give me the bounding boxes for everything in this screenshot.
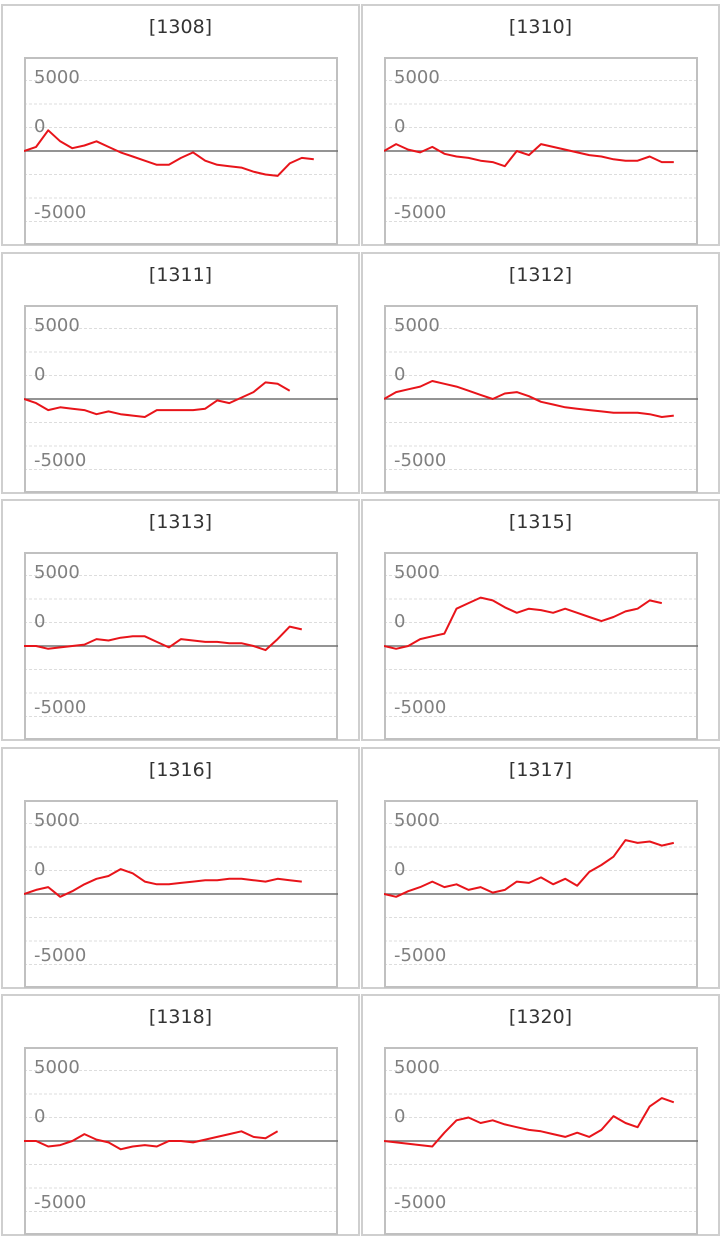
y-tick-label: 0 (394, 1106, 405, 1127)
y-tick-label: -5000 (394, 1192, 446, 1213)
chart-title: [1318] (148, 1006, 213, 1028)
y-tick-label: 0 (34, 859, 45, 880)
chart-title: [1313] (148, 511, 213, 533)
plot-area: 5000 0 -5000 (24, 800, 338, 988)
y-tick-label: -5000 (394, 450, 446, 471)
y-tick-label: 5000 (394, 1057, 440, 1078)
y-tick-label: 5000 (394, 315, 440, 336)
plot-area: 5000 0 -5000 (24, 552, 338, 740)
y-tick-label: 0 (394, 859, 405, 880)
y-tick-label: 0 (394, 611, 405, 632)
y-tick-label: 5000 (34, 67, 80, 88)
series-line (24, 625, 303, 652)
y-tick-label: 0 (34, 364, 45, 385)
line-chart: 5000 0 -5000 (24, 552, 338, 740)
chart-panel: [1316] 5000 0 -5000 (1, 747, 360, 989)
chart-title: [1320] (508, 1006, 573, 1028)
line-chart: 5000 0 -5000 (384, 552, 698, 740)
y-tick-label: 0 (34, 611, 45, 632)
y-tick-label: -5000 (34, 202, 86, 223)
series-line (24, 868, 302, 898)
y-tick-label: 0 (394, 116, 405, 137)
chart-panel: [1308] 5000 0 -5000 (1, 4, 360, 246)
y-tick-label: -5000 (394, 202, 446, 223)
chart-panel: [1317] 5000 0 -5000 (361, 747, 720, 989)
plot-area: 5000 0 -5000 (384, 305, 698, 493)
chart-title: [1312] (508, 264, 573, 286)
y-tick-label: 5000 (34, 810, 80, 831)
plot-area: 5000 0 -5000 (384, 57, 698, 245)
series-line (384, 143, 674, 168)
chart-panel: [1311] 5000 0 -5000 (1, 252, 360, 494)
chart-title: [1310] (508, 16, 573, 38)
line-chart: 5000 0 -5000 (24, 305, 338, 493)
y-tick-label: 0 (34, 116, 45, 137)
y-tick-label: 5000 (394, 810, 440, 831)
y-tick-label: -5000 (394, 945, 446, 966)
chart-title: [1311] (148, 264, 213, 286)
chart-panel: [1318] 5000 0 -5000 (1, 994, 360, 1236)
y-tick-label: -5000 (34, 1192, 86, 1213)
series-line (24, 1130, 279, 1151)
chart-panel: [1320] 5000 0 -5000 (361, 994, 720, 1236)
line-chart: 5000 0 -5000 (384, 57, 698, 245)
y-tick-label: 5000 (394, 562, 440, 583)
plot-area: 5000 0 -5000 (384, 800, 698, 988)
y-tick-label: 5000 (394, 67, 440, 88)
y-tick-label: -5000 (34, 450, 86, 471)
series-line (384, 839, 675, 898)
series-line (384, 380, 674, 418)
line-chart: 5000 0 -5000 (24, 800, 338, 988)
y-tick-label: 5000 (34, 1057, 80, 1078)
chart-panel: [1313] 5000 0 -5000 (1, 499, 360, 741)
y-tick-label: 5000 (34, 315, 80, 336)
chart-panel: [1315] 5000 0 -5000 (361, 499, 720, 741)
line-chart: 5000 0 -5000 (24, 57, 338, 245)
plot-area: 5000 0 -5000 (24, 1047, 338, 1235)
series-line (384, 1097, 675, 1148)
plot-area: 5000 0 -5000 (24, 57, 338, 245)
chart-title: [1308] (148, 16, 213, 38)
y-tick-label: -5000 (34, 945, 86, 966)
y-tick-label: 0 (34, 1106, 45, 1127)
series-line (24, 381, 291, 418)
plot-area: 5000 0 -5000 (24, 305, 338, 493)
y-tick-label: 0 (394, 364, 405, 385)
series-line (24, 129, 314, 177)
chart-title: [1316] (148, 759, 213, 781)
line-chart: 5000 0 -5000 (384, 800, 698, 988)
chart-panel: [1310] 5000 0 -5000 (361, 4, 720, 246)
y-tick-label: -5000 (394, 697, 446, 718)
chart-title: [1317] (508, 759, 573, 781)
y-tick-label: -5000 (34, 697, 86, 718)
line-chart: 5000 0 -5000 (384, 1047, 698, 1235)
chart-title: [1315] (508, 511, 573, 533)
y-tick-label: 5000 (34, 562, 80, 583)
plot-area: 5000 0 -5000 (384, 1047, 698, 1235)
plot-area: 5000 0 -5000 (384, 552, 698, 740)
series-line (384, 596, 663, 650)
chart-panel: [1312] 5000 0 -5000 (361, 252, 720, 494)
line-chart: 5000 0 -5000 (24, 1047, 338, 1235)
line-chart: 5000 0 -5000 (384, 305, 698, 493)
